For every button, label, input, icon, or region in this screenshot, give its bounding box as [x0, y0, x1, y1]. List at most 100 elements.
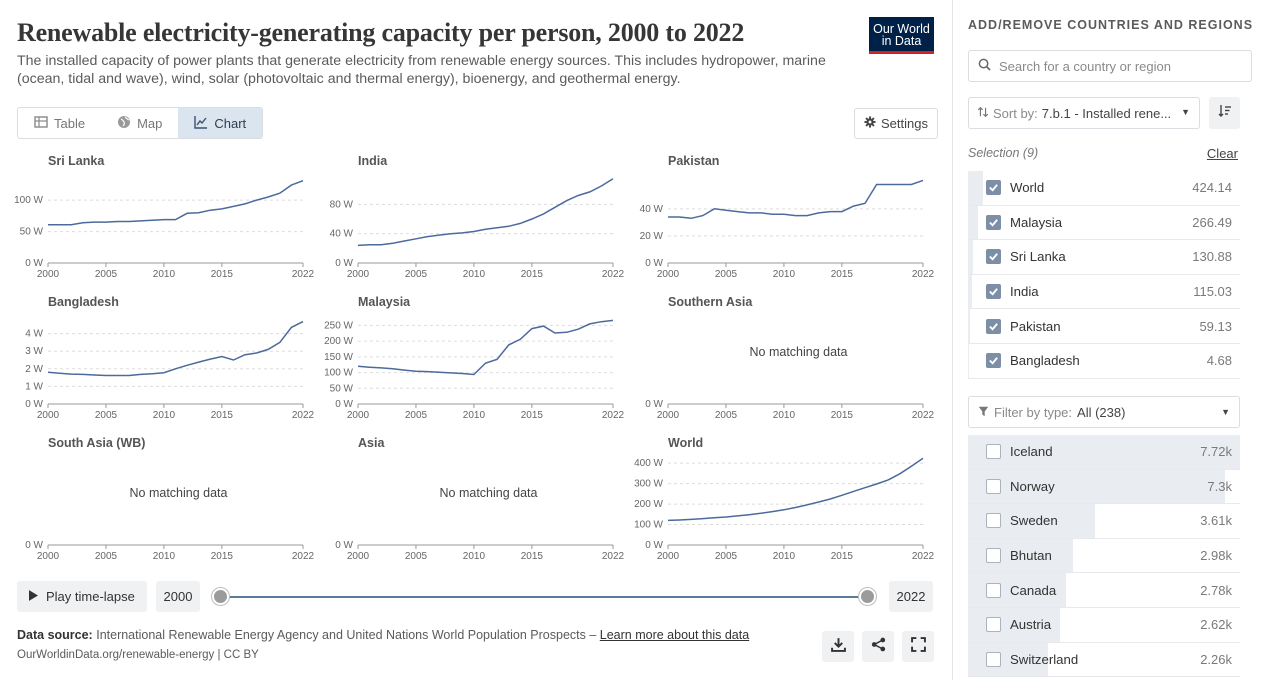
checkbox[interactable] — [986, 180, 1001, 196]
selected-row[interactable]: Bangladesh 4.68 — [968, 343, 1240, 379]
download-button[interactable] — [822, 631, 854, 662]
checkbox[interactable] — [986, 548, 1001, 564]
clear-selection-button[interactable]: Clear — [1206, 146, 1238, 161]
available-row[interactable]: Iceland 7.72k — [968, 435, 1240, 470]
available-row[interactable]: Canada 2.78k — [968, 573, 1240, 608]
x-tick-label: 2005 — [405, 551, 428, 562]
selected-row[interactable]: India 115.03 — [968, 274, 1240, 310]
available-row[interactable]: Sweden 3.61k — [968, 504, 1240, 539]
x-tick-label: 2015 — [521, 410, 544, 421]
download-icon — [830, 637, 846, 657]
x-tick-label: 2000 — [347, 269, 370, 280]
share-button[interactable] — [862, 631, 894, 662]
chart-panel-malaysia: Malaysia 2000 2005 2010 2015 2022 0 W 50 W 100 W… — [324, 295, 624, 421]
sort-order-button[interactable] — [1209, 97, 1240, 129]
y-tick-label: 3 W — [25, 346, 43, 357]
checkbox[interactable] — [986, 513, 1001, 529]
country-search-input[interactable]: Search for a country or region — [968, 50, 1252, 82]
data-source: Data source: International Renewable Ene… — [17, 628, 749, 642]
available-row[interactable]: Norway 7.3k — [968, 469, 1240, 505]
settings-button[interactable]: Settings — [854, 108, 938, 139]
timeline-end-handle[interactable] — [859, 588, 876, 605]
checkbox[interactable] — [986, 582, 1001, 598]
y-tick-label: 40 W — [640, 204, 664, 215]
checkbox[interactable] — [986, 284, 1001, 300]
tab-table[interactable]: Table — [18, 108, 101, 138]
tab-map[interactable]: Map — [101, 108, 178, 138]
entity-name: Norway — [1010, 478, 1055, 494]
checkbox[interactable] — [986, 249, 1001, 265]
selected-row[interactable]: World 424.14 — [968, 171, 1240, 206]
available-row[interactable]: Switzerland 2.26k — [968, 642, 1240, 678]
value-bar — [968, 538, 1073, 573]
x-tick-label: 2015 — [521, 269, 544, 280]
checkbox[interactable] — [986, 214, 1001, 230]
y-tick-label: 400 W — [634, 458, 663, 469]
tab-chart[interactable]: Chart — [178, 108, 263, 138]
value-bar — [968, 435, 1240, 469]
selected-row[interactable]: Sri Lanka 130.88 — [968, 240, 1240, 275]
y-tick-label: 50 W — [330, 383, 354, 394]
sort-dropdown[interactable]: Sort by: 7.b.1 - Installed rene... ▼ — [968, 97, 1200, 129]
chart-panel-southern-asia: Southern Asia 2000 2005 2010 2015 2022 0 W No m… — [645, 295, 934, 421]
checkbox[interactable] — [986, 318, 1001, 334]
x-tick-label: 2022 — [912, 269, 935, 280]
fullscreen-button[interactable] — [902, 631, 934, 662]
play-icon — [29, 589, 38, 604]
filter-type-dropdown[interactable]: Filter by type: All (238) ▼ — [968, 396, 1240, 428]
start-year-box[interactable]: 2000 — [156, 581, 200, 612]
selected-row[interactable]: Malaysia 266.49 — [968, 205, 1240, 241]
chart-panel-pakistan: Pakistan 2000 2005 2010 2015 2022 0 W 20 W 40 W — [640, 154, 935, 280]
value-bar — [968, 274, 973, 309]
filter-icon — [978, 405, 989, 420]
x-tick-label: 2005 — [95, 551, 118, 562]
y-tick-label: 200 W — [634, 499, 663, 510]
owid-logo[interactable]: Our World in Data — [869, 17, 934, 54]
x-tick-label: 2015 — [521, 551, 544, 562]
checkbox[interactable] — [986, 617, 1001, 633]
tab-chart-label: Chart — [214, 115, 247, 131]
checkbox[interactable] — [986, 444, 1001, 460]
timeline-track[interactable] — [221, 596, 868, 598]
chart-area: Renewable electricity-generating capacit… — [14, 17, 938, 662]
gear-icon — [864, 116, 876, 131]
entity-name: Sri Lanka — [1010, 249, 1066, 265]
selected-row[interactable]: Pakistan 59.13 — [968, 309, 1240, 344]
x-tick-label: 2010 — [463, 269, 486, 280]
panel-title: Southern Asia — [668, 295, 753, 309]
x-tick-label: 2015 — [211, 410, 234, 421]
y-tick-label: 1 W — [25, 381, 43, 392]
entity-value: 2.62k — [1200, 617, 1232, 633]
line-chart-icon — [194, 115, 208, 132]
chart-panel-asia: Asia 2000 2005 2010 2015 2022 0 W No matching d… — [335, 436, 624, 562]
no-data-message: No matching data — [750, 345, 848, 359]
available-row[interactable]: Austria 2.62k — [968, 607, 1240, 643]
tab-table-label: Table — [54, 115, 86, 131]
no-data-message: No matching data — [440, 486, 538, 500]
available-row[interactable]: Bhutan 2.98k — [968, 538, 1240, 574]
source-url[interactable]: OurWorldinData.org/renewable-energy | CC… — [17, 649, 259, 661]
x-tick-label: 2022 — [292, 551, 315, 562]
x-tick-label: 2010 — [773, 410, 796, 421]
y-tick-label: 100 W — [634, 520, 663, 531]
value-bar — [968, 607, 1061, 642]
play-label: Play time-lapse — [46, 589, 135, 604]
learn-more-link[interactable]: Learn more about this data — [599, 628, 750, 642]
y-tick-label: 0 W — [335, 399, 353, 410]
y-tick-label: 40 W — [330, 229, 354, 240]
entity-value: 7.3k — [1207, 478, 1232, 494]
x-tick-label: 2015 — [831, 551, 854, 562]
checkbox[interactable] — [986, 478, 1001, 494]
y-tick-label: 80 W — [330, 199, 354, 210]
entity-name: Switzerland — [1010, 651, 1079, 667]
entity-value: 424.14 — [1192, 180, 1232, 196]
timeline-start-handle[interactable] — [212, 588, 229, 605]
end-year-box[interactable]: 2022 — [889, 581, 933, 612]
checkbox[interactable] — [986, 353, 1001, 369]
y-tick-label: 150 W — [324, 352, 353, 363]
sort-value: 7.b.1 - Installed rene... — [1041, 105, 1172, 121]
entity-name: Sweden — [1010, 513, 1058, 529]
play-timelapse-button[interactable]: Play time-lapse — [17, 581, 147, 612]
small-multiples-chart: Sri Lanka 2000 2005 2010 2015 2022 0 W 50 W 100 … — [14, 154, 935, 562]
checkbox[interactable] — [986, 651, 1001, 667]
